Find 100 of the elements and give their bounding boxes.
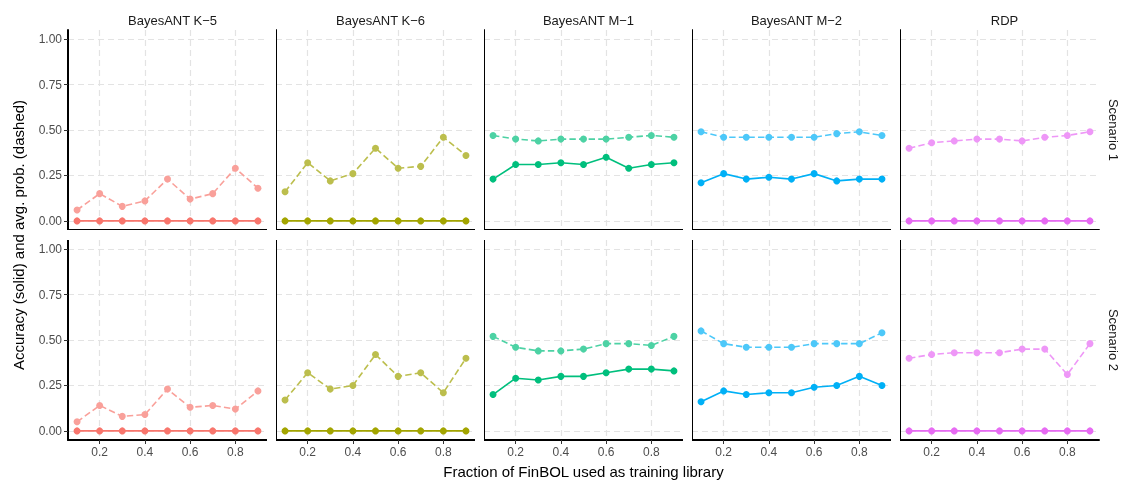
point — [96, 401, 104, 409]
point — [372, 351, 379, 359]
point — [647, 131, 655, 139]
chart-title: BayesANT K−5 — [127, 13, 218, 28]
point — [512, 374, 520, 382]
point — [996, 427, 1003, 435]
point — [1041, 217, 1049, 225]
point — [625, 340, 633, 348]
x-tick-label: 0.2 — [923, 445, 941, 459]
point — [950, 217, 958, 225]
point — [254, 184, 262, 192]
point — [810, 340, 818, 348]
x-tick-label: 0.8 — [1059, 445, 1077, 459]
y-tick-label: 1.00 — [38, 32, 63, 47]
point — [557, 372, 565, 380]
point — [855, 340, 863, 348]
chart-title: BayesANT M−2 — [750, 13, 843, 28]
point — [186, 217, 194, 225]
x-tick-label: 0.8 — [643, 445, 660, 459]
point — [1041, 133, 1049, 141]
point — [1063, 217, 1071, 225]
point — [1063, 427, 1071, 435]
point — [810, 133, 818, 141]
y-tick-label: 0.75 — [38, 77, 63, 92]
point — [326, 427, 334, 435]
point — [878, 381, 886, 389]
point — [141, 217, 149, 225]
point — [1018, 137, 1026, 145]
point — [833, 177, 841, 185]
point — [833, 381, 841, 389]
x-tick-label: 0.2 — [91, 445, 109, 459]
point — [439, 133, 447, 141]
point — [349, 217, 357, 225]
x-tick-label: 0.6 — [597, 445, 615, 459]
point — [996, 217, 1003, 225]
point — [973, 427, 981, 435]
point — [625, 133, 633, 141]
point — [928, 139, 936, 147]
point — [720, 133, 728, 141]
point — [489, 131, 497, 139]
point — [878, 131, 886, 139]
point — [647, 341, 655, 349]
point — [209, 427, 217, 435]
point — [164, 385, 171, 393]
x-tick-label: 0.8 — [227, 445, 244, 459]
x-tick-label: 0.6 — [181, 445, 199, 459]
point — [534, 376, 542, 384]
point — [209, 401, 217, 409]
point — [209, 190, 217, 198]
point — [720, 387, 728, 395]
point — [417, 427, 425, 435]
point — [950, 427, 958, 435]
point — [439, 427, 447, 435]
point — [231, 164, 239, 172]
point — [489, 332, 497, 340]
point — [118, 412, 126, 420]
point — [720, 340, 728, 348]
point — [489, 391, 497, 399]
point — [164, 427, 171, 435]
point — [855, 128, 863, 136]
point — [304, 427, 312, 435]
text: Scenario 1 — [1105, 98, 1121, 162]
point — [557, 347, 565, 355]
point — [417, 369, 425, 377]
point — [304, 159, 312, 167]
point — [512, 161, 520, 169]
point — [765, 133, 773, 141]
x-tick-label: 0.6 — [389, 445, 407, 459]
point — [788, 343, 795, 351]
point — [372, 144, 379, 152]
point — [186, 427, 194, 435]
point — [534, 137, 542, 145]
y-tick-label: 0.25 — [38, 168, 63, 183]
point — [164, 175, 171, 183]
point — [231, 217, 239, 225]
point — [765, 343, 773, 351]
point — [625, 164, 633, 172]
point — [96, 427, 104, 435]
x-tick-label: 0.8 — [851, 445, 868, 459]
point — [602, 135, 610, 143]
point — [810, 170, 818, 178]
x-axis-title: Fraction of FinBOL used as training library — [443, 462, 724, 480]
x-tick-label: 0.4 — [344, 445, 362, 459]
point — [928, 217, 936, 225]
x-tick-label: 0.4 — [136, 445, 154, 459]
point — [534, 347, 542, 355]
point — [1063, 131, 1071, 139]
point — [833, 340, 841, 348]
point — [973, 349, 981, 357]
point — [950, 137, 958, 145]
point — [580, 372, 587, 380]
point — [905, 354, 913, 362]
point — [742, 175, 750, 183]
point — [973, 217, 981, 225]
point — [372, 217, 379, 225]
y-tick-label: 0.50 — [38, 123, 63, 137]
point — [394, 217, 402, 225]
point — [417, 162, 425, 170]
point — [602, 340, 610, 348]
point — [394, 164, 402, 172]
